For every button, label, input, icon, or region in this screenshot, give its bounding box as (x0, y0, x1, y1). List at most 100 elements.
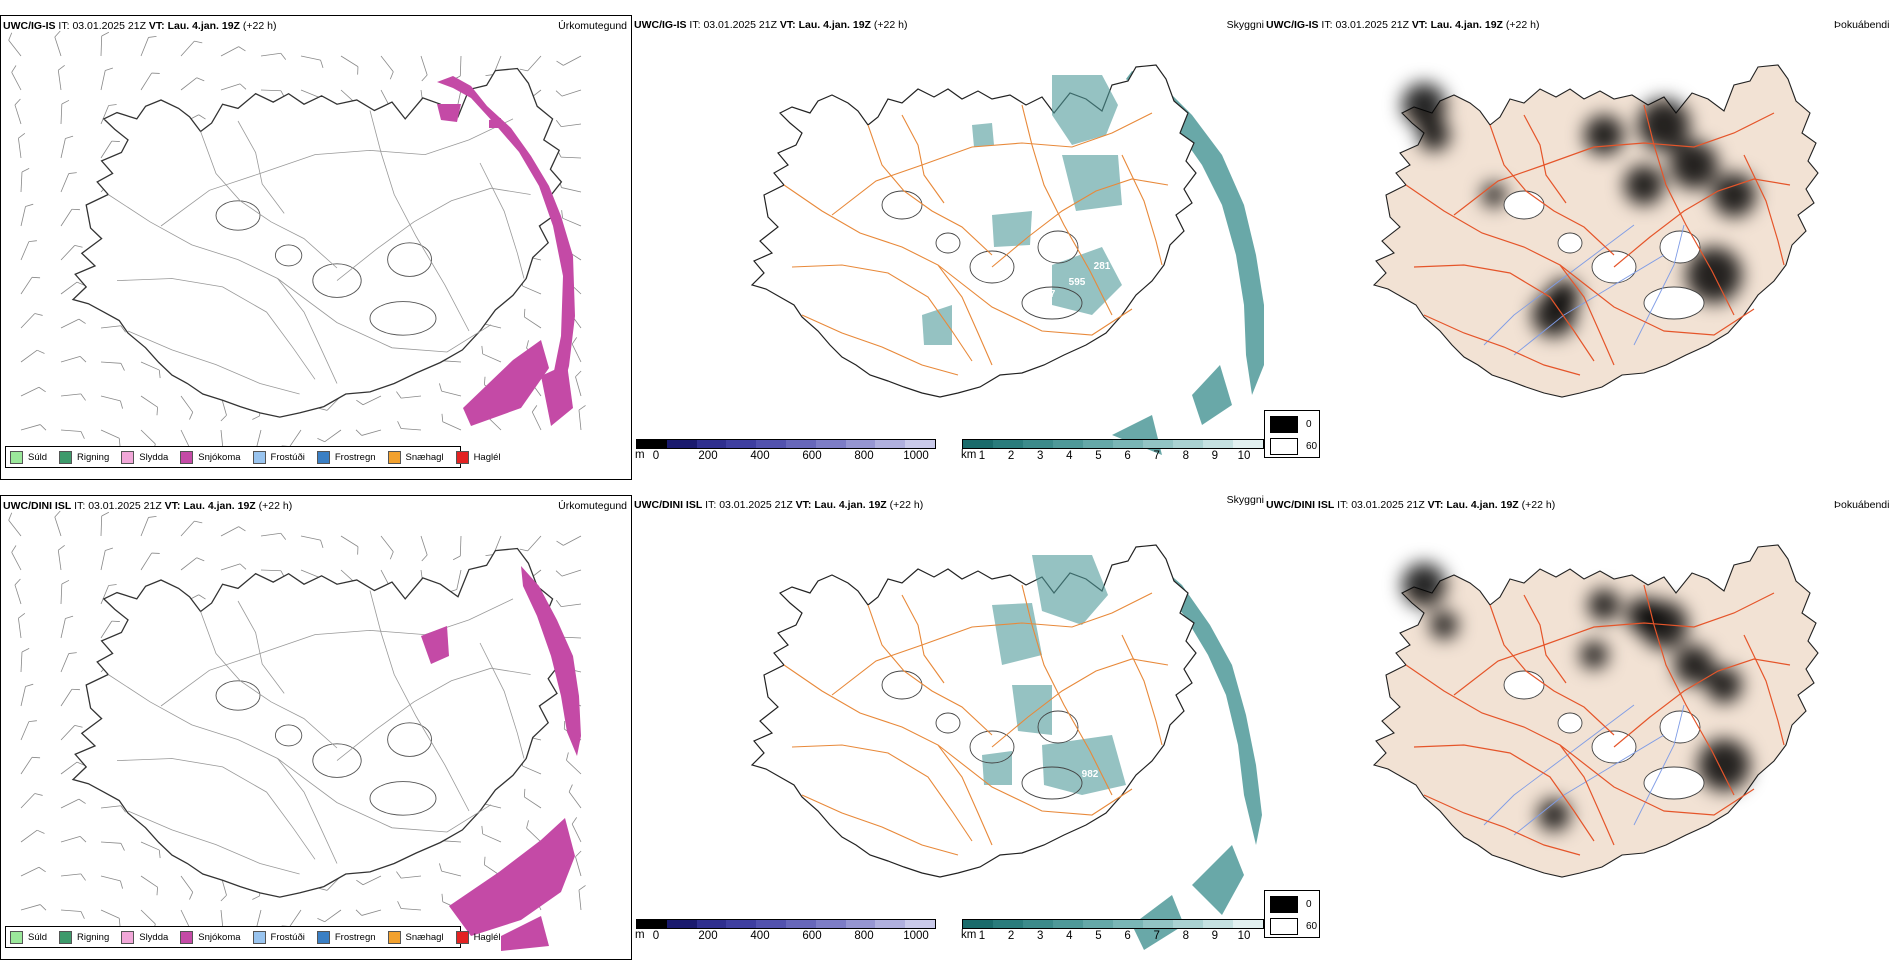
glacier-areas (1503, 670, 1705, 800)
wind-barb-shaft (20, 757, 33, 775)
wind-barb-feather (356, 399, 364, 406)
wind-barb-shaft (140, 395, 158, 408)
legend-label: Haglél (473, 451, 501, 463)
road (237, 120, 285, 214)
legend-label: Snjókoma (198, 451, 241, 463)
wind-barb-feather (578, 885, 586, 891)
legend-label: Snæhagl (405, 931, 444, 943)
road (991, 658, 1169, 748)
legend-swatch (316, 450, 330, 464)
wind-barb-feather (198, 114, 206, 120)
wind-barb-feather (561, 210, 563, 219)
snow-area (463, 340, 549, 426)
wind-barb-feather (239, 83, 247, 90)
legend-item: Súld (10, 930, 47, 944)
cloud-base-label: 281 (1094, 261, 1111, 272)
wind-barb-shaft (180, 520, 195, 537)
legend-swatch (252, 930, 266, 944)
road (200, 131, 338, 269)
visibility-area (982, 751, 1012, 785)
wind-barb (556, 55, 582, 66)
glacier (969, 250, 1015, 284)
wind-barb (571, 337, 582, 363)
wind-barb-feather (78, 798, 86, 804)
legend-swatch (180, 450, 194, 464)
wind-barb-feather (158, 370, 161, 379)
valid-time: Lau. 4.jan. 19Z (814, 499, 887, 511)
road (1643, 104, 1735, 316)
wind-barb-shaft (60, 104, 63, 125)
wind-barb-shaft (260, 89, 282, 92)
wind-barb-feather (21, 168, 30, 173)
wind-barb-feather (196, 77, 205, 82)
wind-barb (8, 512, 22, 537)
road (1559, 744, 1755, 816)
cloud-base-panel-bottom: UWC/DINI ISL IT: 03.01.2025 21Z VT: Lau.… (632, 495, 1264, 960)
colorbar-step (815, 920, 846, 928)
panel-title: Þokuábendi (1834, 19, 1890, 31)
wind-barb (140, 875, 158, 896)
colorbar-step (785, 920, 816, 928)
panel-title: Skyggni (1226, 19, 1264, 31)
wind-barb (180, 875, 194, 900)
road (1489, 604, 1615, 736)
wind-barb (60, 318, 86, 329)
road (1453, 592, 1775, 696)
glacier (1037, 710, 1079, 744)
fog-area (1588, 589, 1620, 621)
wind-barb (20, 276, 41, 295)
wind-barb-feather (79, 836, 87, 843)
road (791, 744, 973, 842)
cloud-base-labels: 982 (1082, 769, 1099, 780)
colorbar-step (993, 440, 1023, 448)
wind-barb (18, 132, 26, 159)
wind-barb-shaft (578, 410, 582, 431)
wind-barb-shaft (60, 653, 70, 673)
wind-barb-feather (319, 408, 328, 411)
visibility-area (992, 211, 1032, 247)
road (937, 264, 1133, 336)
iceland-land (1372, 544, 1819, 878)
wind-barb-shaft (20, 277, 33, 295)
model-name: UWC/DINI ISL (3, 500, 72, 512)
wind-barb-feather (25, 683, 34, 687)
model-name: UWC/IG-IS (634, 19, 687, 31)
road (1021, 104, 1113, 316)
wind-barb-feather (566, 752, 569, 761)
legend-swatch (316, 930, 330, 944)
legend-label: Snjókoma (198, 931, 241, 943)
visibility-unit: km (961, 929, 977, 941)
glacier (881, 670, 923, 700)
visibility-area (992, 603, 1042, 665)
wind-barb-shaft (20, 904, 41, 911)
wind-barb-shaft (100, 70, 106, 91)
glacier (1021, 286, 1083, 320)
colorbar-step (637, 440, 667, 448)
wind-barb-feather (396, 871, 402, 879)
wind-barb (20, 168, 30, 193)
wind-barb-shaft (220, 83, 241, 91)
wind-barb-shaft (220, 563, 241, 571)
colorbar-step (696, 920, 727, 928)
colorbar-tick: 3 (1037, 450, 1044, 462)
panel-header: UWC/IG-IS IT: 03.01.2025 21Z VT: Lau. 4.… (634, 19, 907, 31)
wind-barb-shaft (220, 46, 239, 57)
wind-barb (439, 383, 462, 397)
cloud-base-colorbar: 0 200 400 600 800 1000 m (635, 919, 936, 942)
wind-barb-shaft (220, 526, 239, 537)
legend-item: Frostúði (252, 930, 305, 944)
wind-barb (14, 98, 22, 125)
wind-barb-feather (555, 119, 562, 127)
wind-barb-shaft (20, 313, 36, 329)
wind-barb (439, 863, 462, 877)
init-time: 03.01.2025 21Z (703, 19, 777, 31)
wind-barb (60, 356, 87, 363)
colorbar-step (756, 920, 786, 928)
init-time-label: IT: (1321, 19, 1333, 31)
road (277, 278, 492, 353)
lead-time: (+22 h) (258, 500, 293, 512)
wind-barb-shaft (380, 55, 394, 73)
wind-barb-feather (484, 856, 486, 865)
colorbar-tick: 200 (698, 450, 718, 462)
wind-barb-feather (120, 363, 125, 371)
